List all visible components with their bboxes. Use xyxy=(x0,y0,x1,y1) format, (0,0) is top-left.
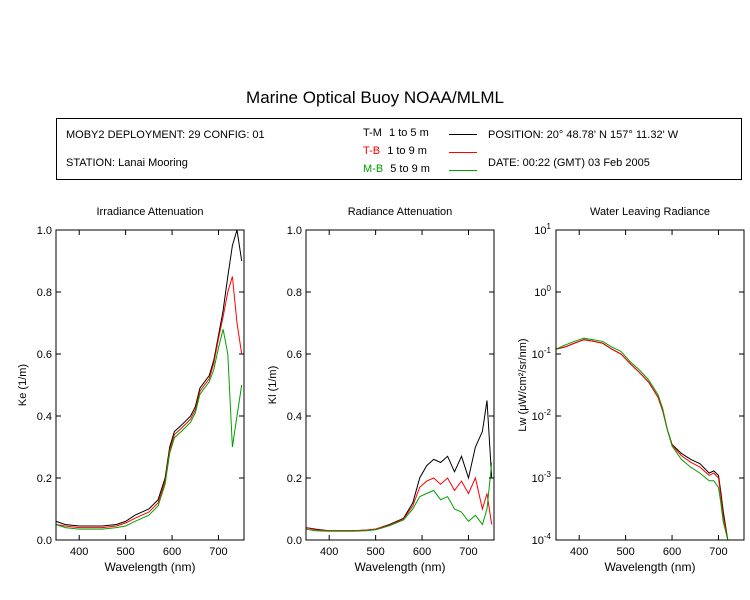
legend-code-tb: T-B xyxy=(363,145,381,157)
y-tick-label: 100 xyxy=(534,284,551,299)
series-line-t-b xyxy=(555,339,729,541)
y-tick-label: 0.4 xyxy=(37,411,52,423)
series-line-t-b xyxy=(55,276,243,529)
y-axis-label: Kl (1/m) xyxy=(267,366,279,405)
series-line-t-m xyxy=(305,400,493,532)
y-tick-label: 0.0 xyxy=(287,535,302,547)
plot-frame xyxy=(555,229,745,541)
deployment-text: MOBY2 DEPLOYMENT: 29 CONFIG: 01 xyxy=(66,129,265,141)
x-tick-label: 400 xyxy=(70,546,88,558)
legend-code-tm: T-M xyxy=(363,127,382,139)
y-tick-label: 10-2 xyxy=(532,408,552,423)
chart-panel-2: Radiance Attenuation 400 500 600 700 0.0 0.2 0.… xyxy=(267,206,495,574)
date-text: DATE: 00:22 (GMT) 03 Feb 2005 xyxy=(488,157,650,169)
x-tick-label: 700 xyxy=(209,546,227,558)
x-tick-label: 400 xyxy=(320,546,338,558)
y-tick-label: 101 xyxy=(534,222,551,237)
y-tick-label: 10-3 xyxy=(532,470,552,485)
y-tick-label: 10-4 xyxy=(532,532,552,547)
series-line-m-b xyxy=(555,337,729,541)
y-tick-label: 0.6 xyxy=(287,349,302,361)
chart-title: Water Leaving Radiance xyxy=(590,206,710,218)
series-line-t-m xyxy=(555,339,729,541)
x-tick-label: 500 xyxy=(116,546,134,558)
x-tick-label: 600 xyxy=(163,546,181,558)
y-tick-label: 0.0 xyxy=(37,535,52,547)
x-axis-label: Wavelength (nm) xyxy=(355,560,446,574)
legend-entry-tb: T-B 1 to 9 m xyxy=(363,145,427,157)
legend-range-tm: 1 to 5 m xyxy=(389,127,429,139)
legend-range-mb: 5 to 9 m xyxy=(390,163,430,175)
y-tick-label: 1.0 xyxy=(287,225,302,237)
y-tick-label: 0.8 xyxy=(37,287,52,299)
chart-panel-1: Irradiance Attenuation 400 500 600 700 0.0 0.2… xyxy=(17,206,245,574)
legend-code-mb: M-B xyxy=(363,163,384,175)
x-tick-label: 500 xyxy=(366,546,384,558)
y-tick-label: 10-1 xyxy=(532,346,552,361)
plot-frame xyxy=(55,229,245,541)
x-tick-label: 600 xyxy=(663,546,681,558)
x-tick-label: 600 xyxy=(413,546,431,558)
legend-line-tb xyxy=(449,152,477,153)
page-title: Marine Optical Buoy NOAA/MLML xyxy=(246,88,504,107)
legend-entry-tm: T-M 1 to 5 m xyxy=(363,127,429,139)
x-axis-label: Wavelength (nm) xyxy=(105,560,196,574)
y-tick-label: 0.2 xyxy=(287,473,302,485)
y-axis-label: Ke (1/m) xyxy=(17,364,29,406)
legend-range-tb: 1 to 9 m xyxy=(387,145,427,157)
y-tick-label: 0.6 xyxy=(37,349,52,361)
position-text: POSITION: 20° 48.78' N 157° 11.32' W xyxy=(488,129,679,141)
plot-frame xyxy=(305,229,495,541)
chart-panel-3: Water Leaving Radiance 400 500 600 700 10-4 10… xyxy=(517,206,745,574)
chart-title: Irradiance Attenuation xyxy=(96,206,203,218)
y-tick-label: 0.2 xyxy=(37,473,52,485)
x-tick-label: 400 xyxy=(570,546,588,558)
y-tick-label: 0.4 xyxy=(287,411,302,423)
y-tick-label: 0.8 xyxy=(287,287,302,299)
series-line-m-b xyxy=(55,329,243,530)
series-line-m-b xyxy=(305,462,493,532)
series-line-t-b xyxy=(305,476,493,532)
series-line-t-m xyxy=(55,229,243,527)
legend-line-tm xyxy=(449,134,477,135)
chart-title: Radiance Attenuation xyxy=(348,206,453,218)
x-tick-label: 700 xyxy=(459,546,477,558)
y-tick-label: 1.0 xyxy=(37,225,52,237)
x-tick-label: 700 xyxy=(709,546,727,558)
legend-line-mb xyxy=(449,170,477,171)
y-axis-label: Lw (μW/cm²/sr/nm) xyxy=(517,338,529,431)
info-box: MOBY2 DEPLOYMENT: 29 CONFIG: 01 STATION:… xyxy=(56,118,742,180)
x-axis-label: Wavelength (nm) xyxy=(605,560,696,574)
x-tick-label: 500 xyxy=(616,546,634,558)
station-text: STATION: Lanai Mooring xyxy=(66,157,188,169)
legend-entry-mb: M-B 5 to 9 m xyxy=(363,163,430,175)
